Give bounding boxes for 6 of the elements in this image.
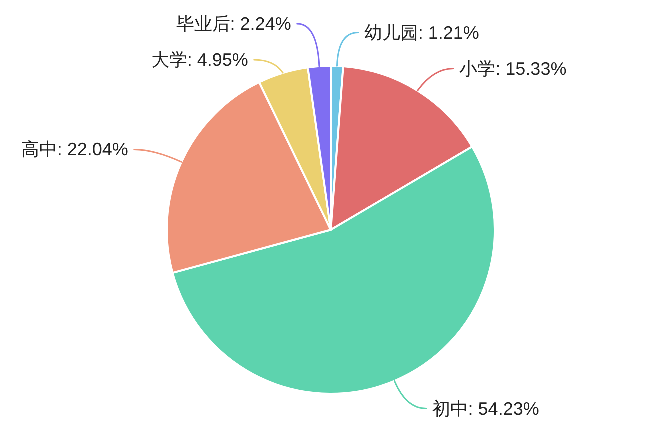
slice-label: 初中: 54.23%	[432, 398, 540, 419]
slice-label: 毕业后: 2.24%	[176, 14, 292, 34]
slice-label: 幼儿园: 1.21%	[364, 22, 480, 43]
slice-label: 大学: 4.95%	[151, 50, 248, 70]
slice-label: 高中: 22.04%	[21, 140, 128, 160]
slice-label: 小学: 15.33%	[460, 58, 567, 79]
